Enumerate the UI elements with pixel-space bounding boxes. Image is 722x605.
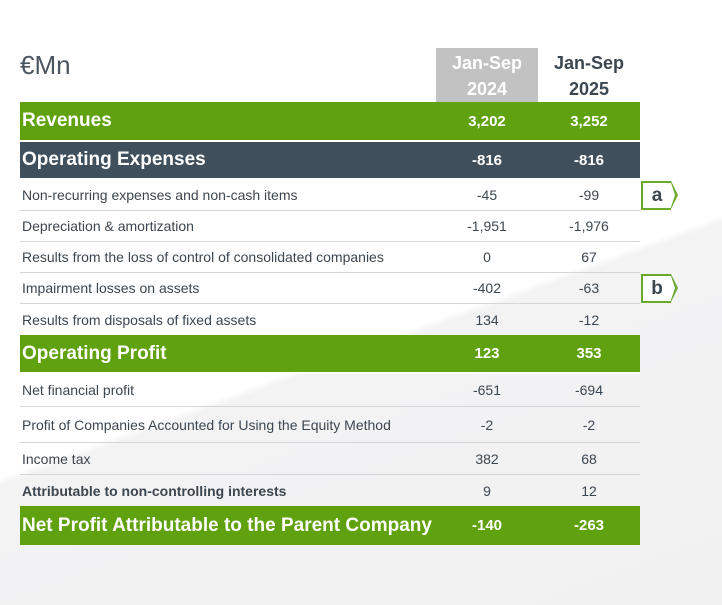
table-row: Non-recurring expenses and non-cash item…	[20, 180, 640, 211]
column-header-2024: Jan-Sep 2024	[436, 48, 538, 102]
table-row: Attributable to non-controlling interest…	[20, 475, 640, 506]
badge-label: b	[651, 277, 663, 299]
value-2024: -1,951	[467, 218, 507, 234]
note-badge-a: a	[641, 180, 678, 210]
value-2024: -2	[480, 416, 494, 433]
value-2024: -45	[476, 187, 498, 203]
value-2024: 134	[475, 311, 499, 328]
row-label: Depreciation & amortization	[22, 218, 194, 234]
income-statement-table: Revenues 3,202 3,252 Operating Expenses -81…	[20, 102, 640, 545]
table-row: Income tax 382 68	[20, 443, 640, 475]
value-2025: -816	[573, 151, 605, 169]
row-label: Results from disposals of fixed assets	[22, 311, 257, 328]
value-2025: 67	[581, 249, 597, 265]
row-label: Results from the loss of control of cons…	[22, 249, 384, 265]
row-label: Income tax	[22, 450, 91, 467]
value-2025: -2	[582, 416, 596, 433]
value-2024: 3,202	[468, 112, 506, 130]
row-label: Impairment losses on assets	[22, 280, 200, 296]
value-2025: -263	[573, 517, 605, 534]
badge-label: a	[651, 184, 663, 206]
header-year: 2025	[568, 79, 610, 99]
row-label: Net Profit Attributable to the Parent Co…	[22, 514, 432, 536]
table-row: Net financial profit -651 -694	[20, 374, 640, 407]
value-2025: 353	[576, 345, 602, 362]
value-2024: -140	[471, 517, 503, 534]
table-row-net-profit: Net Profit Attributable to the Parent Co…	[20, 506, 640, 545]
value-2024: 123	[474, 345, 500, 362]
table-row: Results from disposals of fixed assets 13…	[20, 304, 640, 335]
column-header-2025: Jan-Sep 2025	[538, 48, 640, 102]
value-2025: 3,252	[570, 112, 608, 130]
value-2025: -99	[578, 187, 600, 203]
row-label: Non-recurring expenses and non-cash item…	[22, 187, 298, 203]
note-badge-b: b	[641, 273, 678, 303]
value-2024: -402	[472, 280, 502, 296]
row-label: Revenues	[22, 110, 112, 131]
header-period: Jan-Sep	[553, 53, 625, 73]
value-2025: 12	[581, 482, 597, 499]
value-2025: -694	[574, 382, 604, 398]
value-2024: 382	[475, 450, 499, 467]
value-2025: -1,976	[569, 218, 609, 234]
header-year: 2024	[466, 79, 508, 99]
row-label: Profit of Companies Accounted for Using …	[22, 416, 391, 433]
value-2024: 9	[483, 482, 491, 499]
value-2024: 0	[483, 249, 491, 265]
value-2025: -63	[578, 280, 600, 296]
table-row: Results from the loss of control of cons…	[20, 242, 640, 273]
row-label: Net financial profit	[22, 382, 135, 398]
table-row: Impairment losses on assets -402 -63	[20, 273, 640, 304]
value-2024: -816	[471, 151, 503, 169]
table-row: Profit of Companies Accounted for Using …	[20, 407, 640, 443]
table-row-operating-expenses: Operating Expenses -816 -816	[20, 142, 640, 180]
value-2025: 68	[581, 450, 597, 467]
row-label: Attributable to non-controlling interest…	[22, 482, 287, 499]
table-row: Depreciation & amortization -1,951 -1,976	[20, 211, 640, 242]
header-period: Jan-Sep	[451, 53, 523, 73]
row-label: Operating Profit	[22, 342, 167, 364]
row-label: Operating Expenses	[22, 149, 206, 170]
value-2025: -12	[578, 311, 600, 328]
table-row-revenues: Revenues 3,202 3,252	[20, 102, 640, 142]
value-2024: -651	[472, 382, 502, 398]
unit-label: €Mn	[20, 50, 71, 80]
table-row-operating-profit: Operating Profit 123 353	[20, 335, 640, 374]
